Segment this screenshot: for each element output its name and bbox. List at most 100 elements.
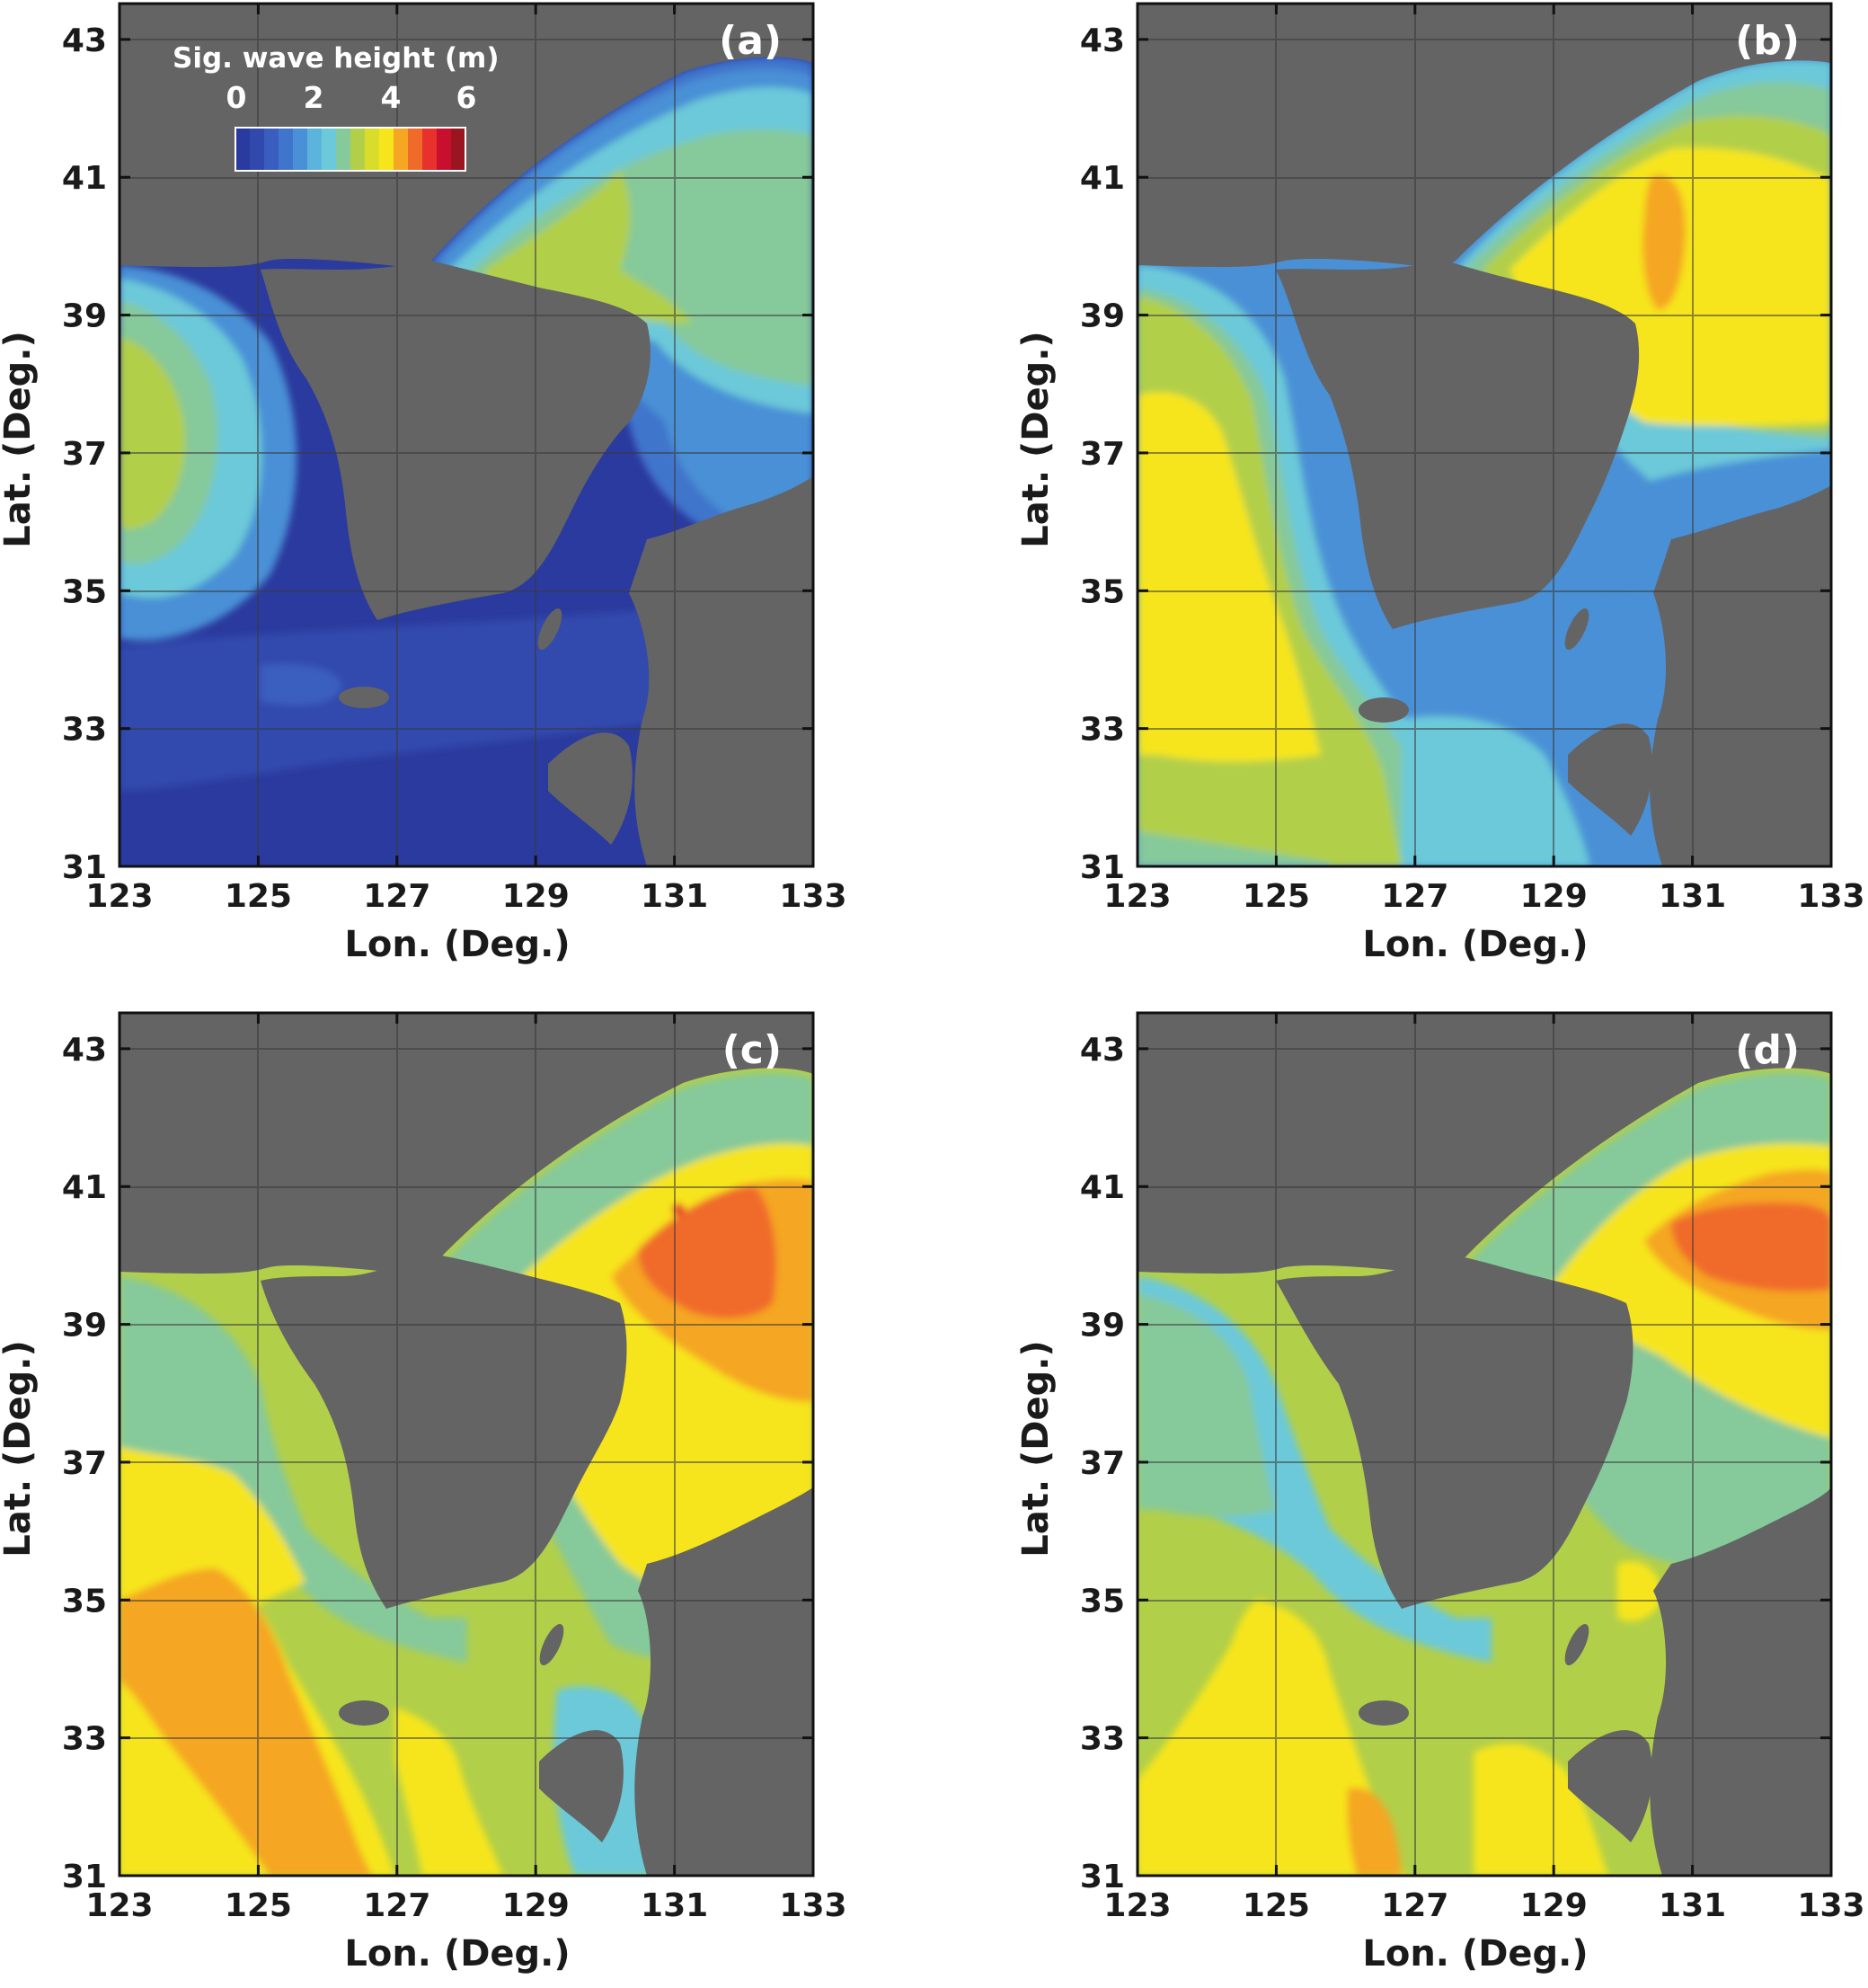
land-tsushima-a <box>537 608 562 650</box>
colorbar-cell <box>451 128 466 171</box>
land-tsushima-c <box>539 1624 564 1665</box>
y-tick-label: 41 <box>62 1169 107 1206</box>
y-tick-label: 41 <box>1080 1169 1125 1206</box>
land-tsushima-d <box>1564 1624 1589 1665</box>
panel-c-frame <box>118 1011 815 1877</box>
y-tick-label: 35 <box>1080 573 1125 610</box>
x-tick-label: 133 <box>1797 1887 1864 1924</box>
panel-label: (a) <box>719 18 782 64</box>
colorbar-cell <box>264 128 279 171</box>
panel-a: (a) Sig. wave height (m) 0 2 4 6 <box>118 2 815 868</box>
colorbar-cells <box>235 128 466 171</box>
colorbar-cell <box>279 128 294 171</box>
colorbar-cell <box>394 128 409 171</box>
land-kyushu-a <box>548 732 633 845</box>
y-tick-label: 37 <box>62 1445 107 1482</box>
colorbar-frame <box>235 127 466 172</box>
colorbar-cell <box>235 128 251 171</box>
y-tick-label: 37 <box>62 436 107 473</box>
panel-c: (c) <box>118 1011 815 1877</box>
panel-b-frame <box>1136 2 1833 868</box>
panel-label: (c) <box>722 1027 782 1073</box>
land-japan-c <box>634 1487 813 1876</box>
x-tick-label: 129 <box>502 878 570 915</box>
x-tick-label: 133 <box>1797 878 1864 915</box>
panel-axes: 123 125 127 129 131 133 43 41 39 37 35 33 31 Lon. (De… <box>0 4 847 965</box>
x-tick-label: 131 <box>1659 878 1726 915</box>
x-tick-label: 133 <box>779 878 846 915</box>
x-axis-label: Lon. (Deg.) <box>344 924 570 965</box>
y-tick-label: 41 <box>1080 160 1125 197</box>
x-tick-label: 129 <box>1520 878 1588 915</box>
panel-b-grid <box>1138 4 1831 866</box>
panel-axes: 123 125 127 129 131 133 43 41 39 37 35 33 31 Lon. (De… <box>1015 1013 1865 1975</box>
x-tick-label: 127 <box>363 878 430 915</box>
y-tick-label: 43 <box>1080 1032 1125 1069</box>
colorbar-cell <box>336 128 351 171</box>
y-tick-label: 41 <box>62 160 107 197</box>
x-tick-label: 125 <box>225 1887 292 1924</box>
panel-a-frame <box>118 2 815 868</box>
land-north-china-b <box>1138 4 1831 297</box>
colorbar-tick: 0 <box>226 80 247 115</box>
y-tick-label: 31 <box>62 1859 107 1895</box>
y-axis-label: Lat. (Deg.) <box>1015 1340 1057 1557</box>
panel-d: (d) <box>1136 1011 1833 1877</box>
land-korea-b <box>1276 261 1640 629</box>
x-tick-label: 125 <box>1243 878 1310 915</box>
land-jeju-b <box>1359 697 1409 723</box>
land-kyushu-d <box>1568 1730 1652 1842</box>
land-jeju-d <box>1359 1700 1409 1726</box>
land-korea-a <box>261 261 651 620</box>
colorbar-cell <box>422 128 438 171</box>
x-tick-label: 131 <box>641 878 708 915</box>
y-tick-label: 39 <box>62 298 107 335</box>
x-tick-label: 127 <box>363 1887 430 1924</box>
x-tick-label: 131 <box>1659 1887 1726 1924</box>
colorbar-cell <box>322 128 337 171</box>
y-tick-label: 35 <box>62 1583 107 1620</box>
colorbar-cell <box>350 128 366 171</box>
panel-c-grid <box>120 1013 813 1876</box>
panel-axes: 123 125 127 129 131 133 43 41 39 37 35 33 31 Lon. (De… <box>0 1013 847 1975</box>
land-japan-d <box>1650 1487 1831 1876</box>
panel-axes: 123 125 127 129 131 133 43 41 39 37 35 33 31 Lon. (De… <box>1015 4 1865 965</box>
land-jeju-a <box>339 687 389 708</box>
y-axis-label: Lat. (Deg.) <box>0 1340 39 1557</box>
axes-layer: 123 125 127 129 131 133 43 41 39 37 35 33 31 Lon. (De… <box>0 4 1865 1975</box>
y-tick-label: 35 <box>1080 1583 1125 1620</box>
x-axis-label: Lon. (Deg.) <box>1362 924 1588 965</box>
y-tick-label: 33 <box>62 712 107 749</box>
x-tick-label: 129 <box>502 1887 570 1924</box>
x-tick-label: 127 <box>1381 1887 1448 1924</box>
y-tick-label: 33 <box>62 1721 107 1758</box>
colorbar-cell <box>408 128 423 171</box>
land-north-china-c <box>120 1013 813 1303</box>
x-axis-label: Lon. (Deg.) <box>344 1933 570 1975</box>
colorbar-title: Sig. wave height (m) <box>173 42 500 75</box>
y-tick-label: 43 <box>1080 22 1125 59</box>
x-tick-label: 133 <box>779 1887 846 1924</box>
y-tick-label: 37 <box>1080 1445 1125 1482</box>
land-kyushu-c <box>539 1730 624 1842</box>
y-tick-label: 31 <box>1080 849 1125 886</box>
colorbar-cell <box>365 128 380 171</box>
y-tick-label: 43 <box>62 22 107 59</box>
colorbar-cell <box>293 128 308 171</box>
panel-label: (b) <box>1735 18 1800 64</box>
y-tick-label: 39 <box>1080 1308 1125 1345</box>
colorbar-cell <box>307 128 323 171</box>
land-jeju-c <box>339 1700 389 1726</box>
y-tick-label: 35 <box>62 573 107 610</box>
x-tick-label: 125 <box>1243 1887 1310 1924</box>
y-axis-label: Lat. (Deg.) <box>0 331 39 547</box>
colorbar-tick: 2 <box>304 80 324 115</box>
y-tick-label: 33 <box>1080 1721 1125 1758</box>
colorbar-cell <box>437 128 452 171</box>
x-tick-label: 131 <box>641 1887 708 1924</box>
x-axis-label: Lon. (Deg.) <box>1362 1933 1588 1975</box>
y-tick-label: 31 <box>1080 1859 1125 1895</box>
colorbar-cell <box>250 128 265 171</box>
y-tick-label: 39 <box>1080 298 1125 335</box>
